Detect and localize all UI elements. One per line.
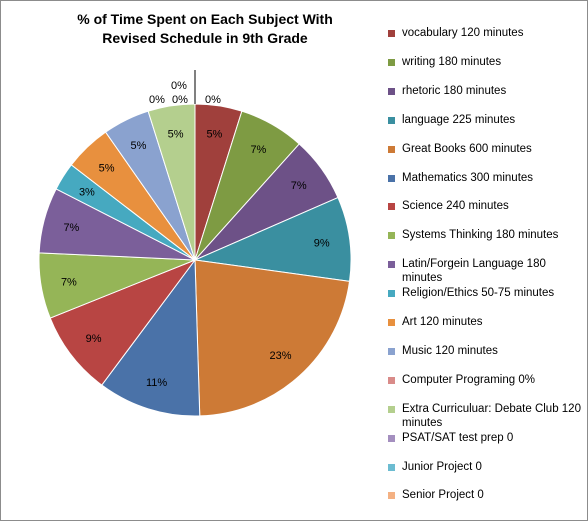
legend-label: PSAT/SAT test prep 0 [402, 431, 514, 444]
data-label: 7% [291, 180, 307, 192]
data-label: 0% [172, 94, 188, 106]
data-label: 5% [131, 140, 147, 152]
legend-label: Extra Curriculuar: Debate Club 120 minut… [402, 402, 581, 429]
data-label: 0% [171, 80, 187, 92]
legend-swatch [388, 319, 395, 326]
data-label: 7% [63, 222, 79, 234]
pie-slice [101, 258, 201, 417]
data-label: 5% [206, 129, 222, 141]
data-label: 11% [146, 377, 167, 389]
data-label: 23% [269, 350, 291, 362]
legend-label: Science 240 minutes [402, 200, 509, 213]
data-label: 0% [149, 94, 165, 106]
legend-swatch [388, 87, 395, 95]
legend-swatch [388, 463, 395, 471]
data-label: 9% [86, 333, 102, 345]
legend-swatch [388, 347, 395, 355]
data-label: 9% [314, 238, 330, 250]
legend-label: writing 180 minutes [402, 55, 502, 68]
legend-label: Junior Project 0 [402, 460, 482, 473]
data-label: 0% [205, 94, 221, 106]
pie-slice [193, 196, 352, 282]
legend-label: Music 120 minutes [402, 344, 498, 357]
data-label: 3% [79, 187, 95, 199]
legend-label: language 225 minutes [402, 113, 516, 126]
legend-label: Computer Programing 0% [402, 373, 535, 386]
legend-label: Great Books 600 minutes [402, 142, 532, 155]
legend-swatch [388, 376, 395, 384]
legend-label: Systems Thinking 180 minutes [402, 229, 559, 242]
data-label: 5% [99, 163, 115, 175]
data-label: 5% [168, 129, 184, 141]
legend-label: Religion/Ethics 50-75 minutes [402, 287, 555, 300]
legend-swatch [388, 232, 395, 240]
chart-title-line-1: % of Time Spent on Each Subject With [77, 11, 333, 27]
legend-swatch [388, 203, 395, 211]
data-label: 7% [61, 276, 77, 288]
legend-swatch [388, 405, 395, 413]
legend-label: Senior Project 0 [402, 489, 484, 502]
legend-swatch [388, 290, 395, 298]
legend-label: Latin/Forgein Language 180 minutes [402, 258, 546, 285]
legend-swatch [388, 145, 395, 153]
legend-label: Art 120 minutes [402, 316, 483, 328]
legend-swatch [388, 261, 395, 269]
legend-swatch [388, 116, 395, 124]
legend-swatch [388, 174, 395, 182]
legend-label: Mathematics 300 minutes [402, 171, 534, 184]
chart-title-line-2: Revised Schedule in 9th Grade [102, 30, 308, 46]
pie-slice [49, 258, 197, 386]
legend-swatch [388, 30, 395, 37]
chart-title: % of Time Spent on Each Subject With Rev… [40, 10, 370, 48]
legend-label: rhetoric 180 minutes [402, 84, 507, 97]
legend-swatch [388, 434, 395, 442]
legend-label: vocabulary 120 minutes [402, 27, 524, 39]
pie-slice [194, 259, 351, 417]
legend-swatch [388, 492, 395, 500]
data-label: 7% [250, 144, 266, 156]
legend-swatch [388, 58, 395, 66]
